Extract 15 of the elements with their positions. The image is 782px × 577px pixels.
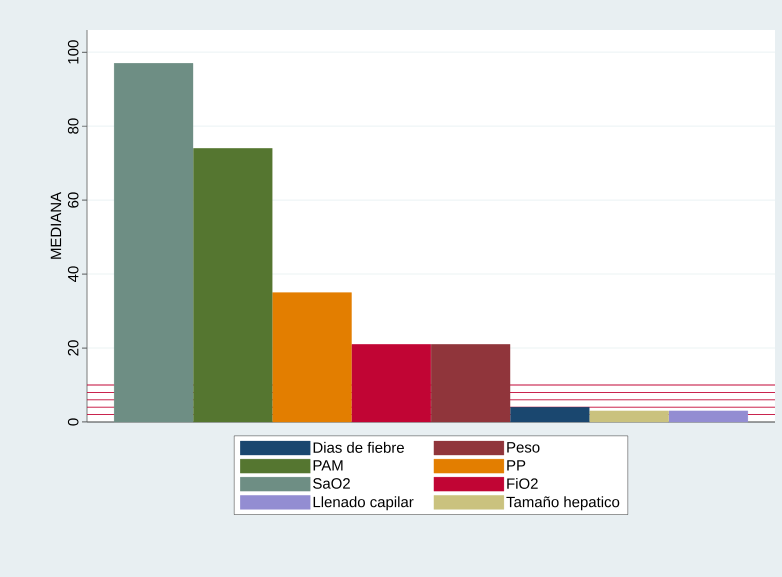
legend-label: SaO2 [313,478,350,489]
legend-label: FiO2 [507,478,538,489]
y-tick-label: 20 [68,340,78,356]
y-tick-label: 40 [68,266,78,282]
legend-label: PP [507,460,526,470]
legend-label: PAM [314,460,342,470]
y-tick-label: 60 [68,192,78,208]
legend-label: Tamaño hepatico [506,496,620,510]
legend-label: Llenado capilar [314,496,414,510]
y-tick-label: 80 [68,118,78,134]
y-tick-label: 0 [68,418,78,426]
y-axis-title: MEDIANA [50,192,62,259]
legend-label: Peso [507,442,540,453]
y-tick-label: 100 [68,40,78,64]
legend-label: Dias de fiebre [314,442,404,453]
